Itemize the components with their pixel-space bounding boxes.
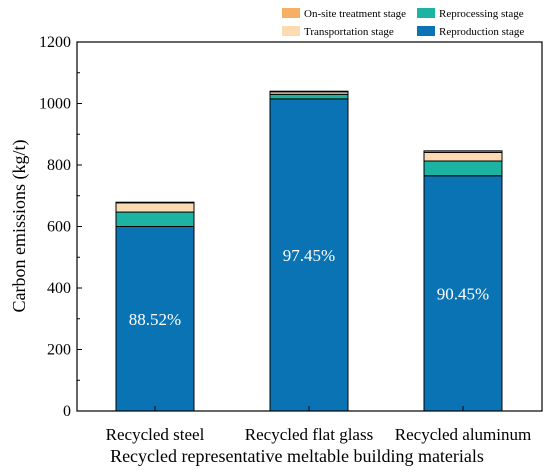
x-tick-label: Recycled steel	[106, 425, 205, 444]
legend-label: Reproduction stage	[439, 26, 524, 38]
legend-swatch	[282, 26, 300, 36]
bar-segment	[115, 226, 195, 412]
legend-swatch	[417, 8, 435, 18]
y-axis-title: Carbon emissions (kg/t)	[9, 140, 30, 313]
y-tick-label: 200	[47, 342, 71, 359]
y-tick-label: 600	[47, 219, 71, 236]
x-axis-title: Recycled representative meltable buildin…	[110, 446, 484, 466]
labels-layer: Recycled steel 88.52% Recycled flat glass 9…	[39, 34, 531, 444]
x-tick-label: Recycled aluminum	[395, 425, 531, 444]
bar-segment	[115, 201, 195, 204]
bar-percent-label: 97.45%	[283, 246, 335, 265]
y-tick-label: 0	[63, 403, 71, 420]
bar-segment	[269, 93, 349, 100]
y-tick-label: 800	[47, 157, 71, 174]
bar-segment	[423, 151, 503, 162]
bar-percent-label: 88.52%	[129, 310, 181, 329]
bar-segment	[423, 160, 503, 177]
bar-segment	[423, 175, 503, 412]
bars-layer	[115, 90, 503, 412]
legend: On-site treatment stage Reprocessing stag…	[282, 8, 524, 38]
legend-label: On-site treatment stage	[304, 8, 406, 20]
y-tick-label: 400	[47, 280, 71, 297]
x-tick-label: Recycled flat glass	[245, 425, 373, 444]
legend-label: Reprocessing stage	[439, 8, 524, 20]
y-tick-label: 1200	[39, 34, 71, 51]
bar-segment	[115, 202, 195, 213]
legend-label: Transportation stage	[304, 26, 394, 38]
y-tick-label: 1000	[39, 96, 71, 113]
bar-segment	[115, 211, 195, 228]
bar-segment	[269, 98, 349, 412]
bar-segment	[423, 150, 503, 153]
bar-percent-label: 90.45%	[437, 284, 489, 303]
legend-swatch	[417, 26, 435, 36]
axes-layer	[76, 41, 543, 412]
bar-segment	[269, 90, 349, 93]
legend-swatch	[282, 8, 300, 18]
